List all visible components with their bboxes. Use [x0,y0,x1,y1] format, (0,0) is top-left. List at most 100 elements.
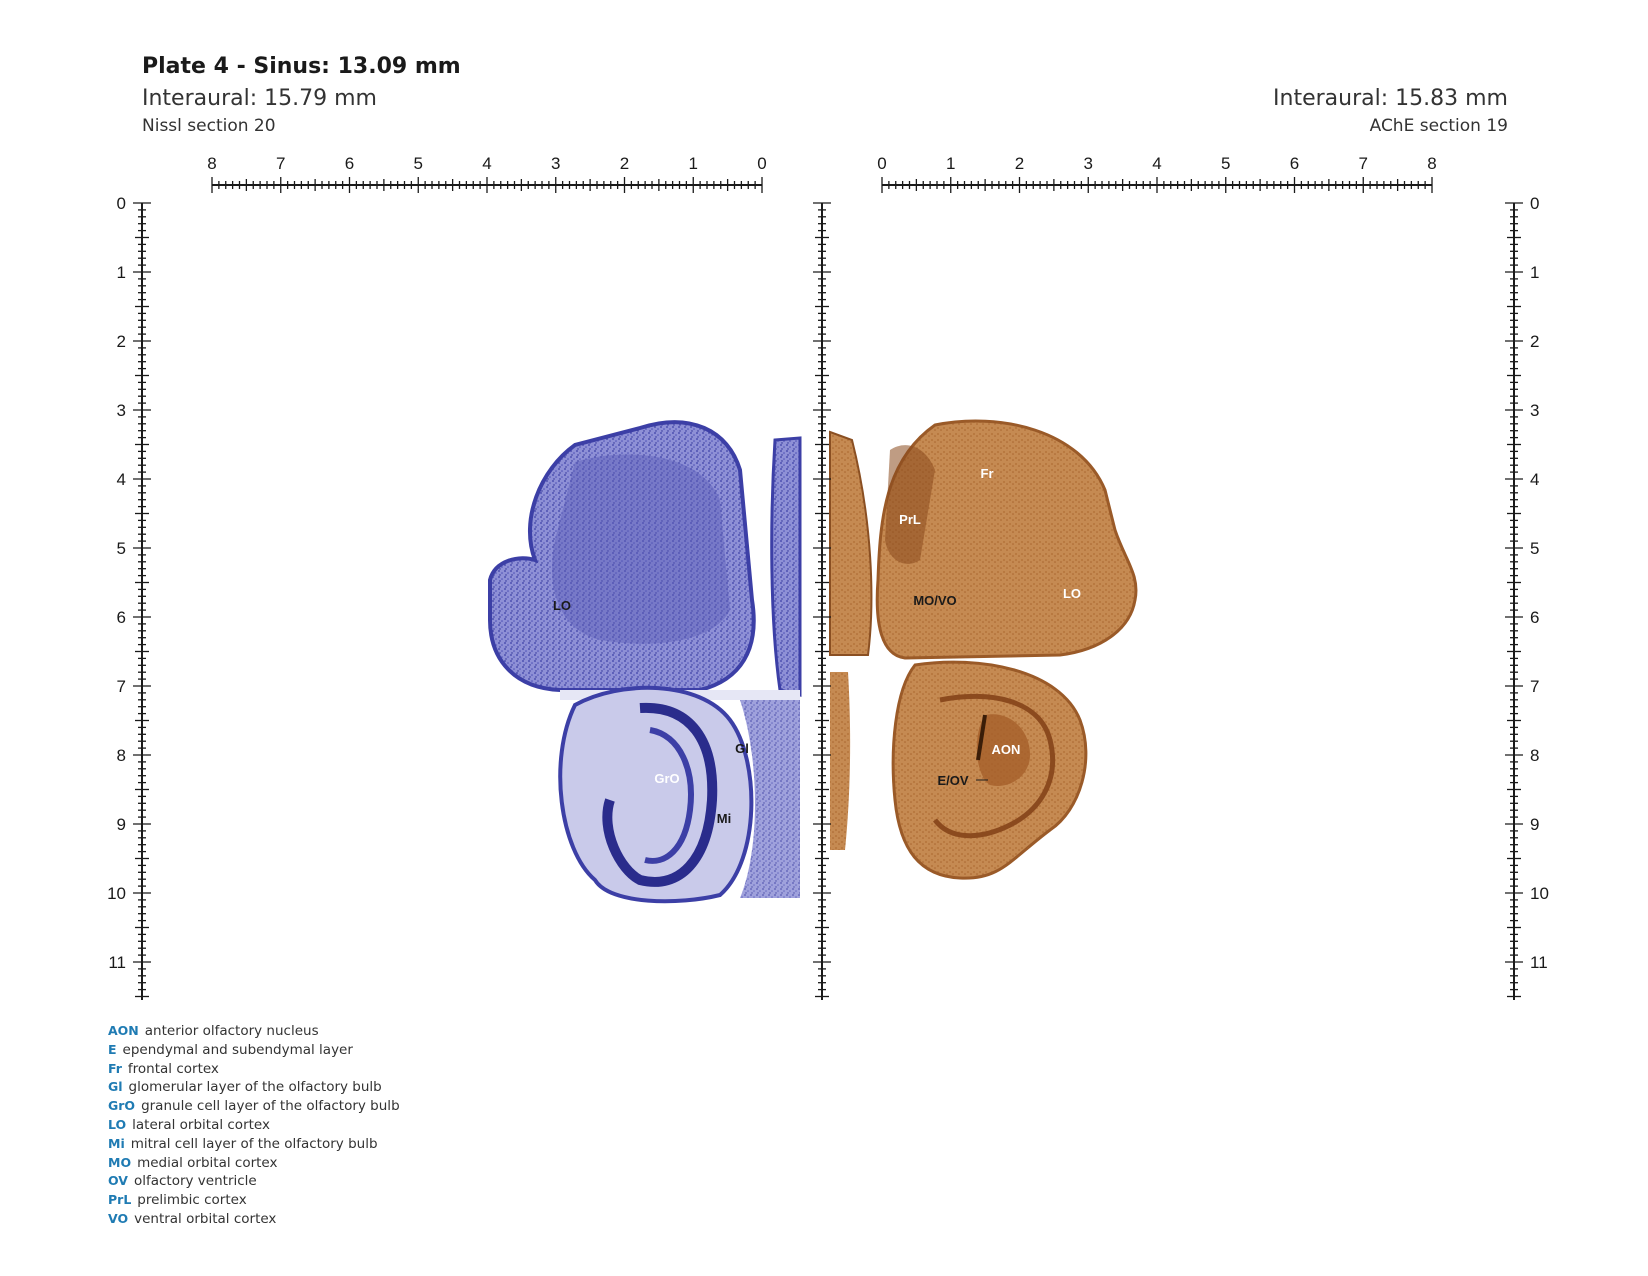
left-vertical-ruler-label: 2 [117,332,126,351]
legend-abbr: OV [108,1173,128,1189]
legend-text: olfactory ventricle [133,1173,257,1190]
right-vertical-ruler-label: 2 [1530,332,1539,351]
legend-abbr: Mi [108,1135,125,1151]
ruler-ticks [133,177,1523,1000]
label-lo-ache: LO [1063,586,1081,601]
top-left-ruler-label: 2 [620,154,629,173]
legend-text: frontal cortex [127,1060,219,1077]
right-vertical-ruler-label: 4 [1530,470,1539,489]
left-vertical-ruler-label: 8 [117,746,126,765]
left-vertical-ruler-label: 1 [117,263,126,282]
label-fr: Fr [981,466,994,481]
left-vertical-ruler-label: 0 [117,194,126,213]
left-vertical-ruler-label: 7 [117,677,126,696]
atlas-figure: LO GrO Gl Mi Fr PrL MO/VO LO AON E/OV 8 7… [107,154,1549,1000]
label-mi: Mi [717,811,731,826]
top-left-ruler-label: 0 [757,154,766,173]
ache-prl-dark [885,445,935,564]
right-vertical-ruler-label: 5 [1530,539,1539,558]
left-vertical-ruler-label: 11 [108,953,126,972]
legend-row: PrL prelimbic cortex [108,1191,400,1210]
legend-abbr: VO [108,1210,129,1226]
legend-row: MO medial orbital cortex [108,1154,400,1173]
legend-text: glomerular layer of the olfactory bulb [128,1079,382,1096]
legend-row: OV olfactory ventricle [108,1172,400,1191]
ruler-labels: 8 7 6 5 4 3 2 1 0 0 1 2 3 4 5 6 7 80123456789101101234567… [107,154,1549,972]
legend-text: medial orbital cortex [137,1154,278,1171]
top-left-ruler-label: 4 [482,154,491,173]
right-vertical-ruler-label: 8 [1530,746,1539,765]
legend-abbr: Gl [108,1079,123,1095]
legend-row: Fr frontal cortex [108,1060,400,1079]
legend-abbr: E [108,1041,117,1057]
top-right-ruler-label: 4 [1152,154,1161,173]
legend-abbr: GrO [108,1098,136,1114]
right-vertical-ruler-label: 10 [1530,884,1549,903]
legend-row: GrO granule cell layer of the olfactory b… [108,1097,400,1116]
legend-text: lateral orbital cortex [132,1116,270,1133]
top-left-ruler-label: 1 [689,154,698,173]
legend-row: VO ventral orbital cortex [108,1210,400,1229]
legend-text: prelimbic cortex [137,1192,247,1209]
top-right-ruler-label: 8 [1427,154,1436,173]
nissl-mitral-layer [602,702,718,887]
top-right-ruler-label: 2 [1015,154,1024,173]
top-right-ruler-label: 6 [1290,154,1299,173]
legend-abbr: LO [108,1116,127,1132]
left-vertical-ruler-label: 10 [107,884,126,903]
right-vertical-ruler-label: 9 [1530,815,1539,834]
right-vertical-ruler-label: 11 [1530,953,1548,972]
interaural-right: Interaural: 15.83 mm [1273,86,1508,111]
legend-row: Mi mitral cell layer of the olfactory bul… [108,1135,400,1154]
nissl-glomerular-layer [740,700,800,898]
ache-bulb-ring [933,693,1056,839]
ache-ventricle [976,714,987,761]
left-vertical-ruler-label: 5 [117,539,126,558]
legend-text: ependymal and subendymal layer [122,1041,353,1058]
legend-row: Gl glomerular layer of the olfactory bulb [108,1078,400,1097]
label-e-ov: E/OV [937,773,968,788]
top-right-ruler-label: 5 [1221,154,1230,173]
right-vertical-ruler-label: 7 [1530,677,1539,696]
nissl-granule-layer [644,727,694,864]
ache-medial-strip [829,430,873,656]
legend-row: LO lateral orbital cortex [108,1116,400,1135]
label-gro: GrO [654,771,679,786]
legend-text: mitral cell layer of the olfactory bulb [130,1135,378,1152]
label-prl: PrL [899,512,921,527]
left-vertical-ruler-label: 4 [117,470,126,489]
nissl-section-image [488,420,802,904]
legend-text: anterior olfactory nucleus [144,1023,319,1039]
top-left-ruler-label: 3 [551,154,560,173]
right-vertical-ruler-label: 6 [1530,608,1539,627]
ache-section-image [829,419,1138,880]
label-lo-nissl: LO [553,598,571,613]
legend-abbr: PrL [108,1192,132,1208]
left-vertical-ruler-label: 3 [117,401,126,420]
top-right-ruler-label: 7 [1359,154,1368,173]
nissl-cortex [488,420,756,692]
top-right-ruler-label: 0 [877,154,886,173]
left-vertical-ruler-label: 6 [117,608,126,627]
top-left-ruler-label: 7 [276,154,285,173]
ache-bulb-strip [830,672,851,850]
plate-title: Plate 4 - Sinus: 13.09 mm [142,54,461,79]
legend-abbr: AON [108,1023,139,1038]
legend-row: AON anterior olfactory nucleus [108,1022,400,1041]
top-right-ruler-label: 3 [1084,154,1093,173]
legend-abbr: MO [108,1154,132,1170]
section-right: AChE section 19 [1369,116,1508,136]
right-vertical-ruler-label: 1 [1530,263,1539,282]
section-left: Nissl section 20 [142,116,276,136]
left-vertical-ruler-label: 9 [117,815,126,834]
top-left-ruler-label: 8 [207,154,216,173]
legend-text: granule cell layer of the olfactory bulb [141,1098,400,1115]
nissl-olfactory-bulb [558,685,754,904]
nissl-cortex-inner [552,454,730,644]
ache-aon [976,714,1030,786]
top-left-ruler-label: 5 [414,154,423,173]
right-vertical-ruler-label: 3 [1530,401,1539,420]
right-vertical-ruler-label: 0 [1530,194,1539,213]
